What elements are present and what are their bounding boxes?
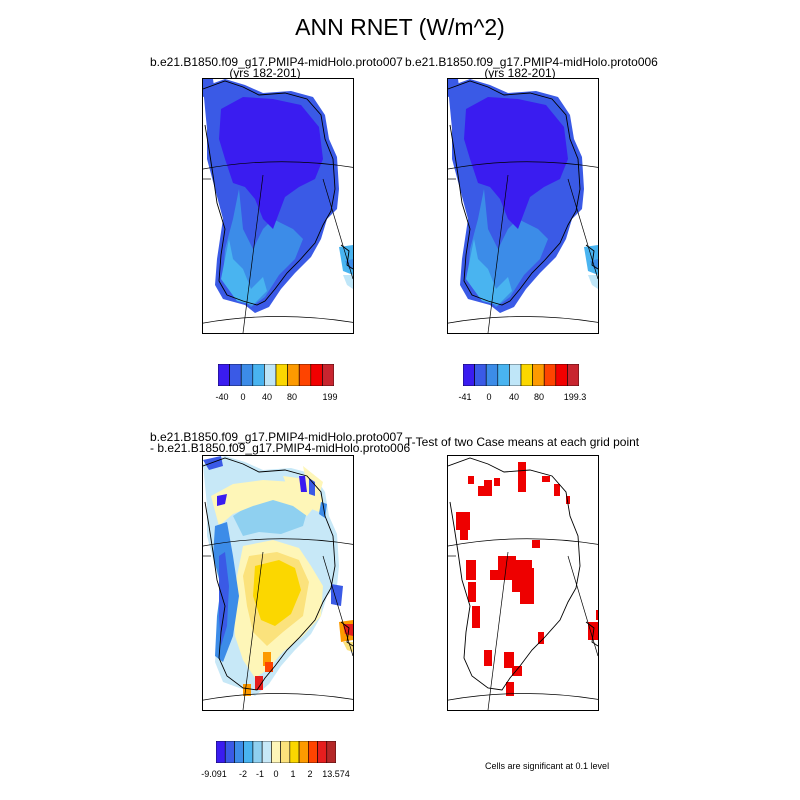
colorbar-label: 0: [273, 769, 279, 779]
colorbar-proto006: [463, 364, 579, 386]
colorbar-swatch: [252, 364, 265, 386]
colorbar-swatch: [280, 741, 291, 763]
colorbar-swatch: [234, 741, 244, 763]
colorbar-label: 80: [286, 392, 298, 402]
colorbar-swatch: [310, 364, 323, 386]
graticule: [203, 161, 353, 333]
colorbar-swatch: [229, 364, 242, 386]
colorbar-swatch: [261, 741, 272, 763]
colorbar-label: 2: [307, 769, 313, 779]
colorbar-swatch: [463, 364, 475, 386]
colorbar-label: 80: [533, 392, 545, 402]
colorbar-swatch: [240, 364, 254, 386]
significant-cells: [456, 462, 598, 696]
colorbar-label: -9.091: [201, 769, 227, 779]
panel-4-title: T-Test of two Case means at each grid po…: [405, 435, 640, 449]
field-blocks: [203, 79, 353, 313]
panel-3-title-line1: b.e21.B1850.f09_g17.PMIP4-midHolo.proto0…: [150, 430, 403, 444]
colorbar-swatch: [485, 364, 499, 386]
coastline: [203, 80, 353, 306]
colorbar-swatch: [497, 364, 510, 386]
map-panel-difference: [202, 455, 354, 711]
colorbar-swatch: [474, 364, 487, 386]
colorbar-swatch: [243, 741, 254, 763]
colorbar-swatch: [252, 741, 263, 763]
panel-1-title: b.e21.B1850.f09_g17.PMIP4-midHolo.proto0…: [150, 55, 403, 80]
graticule: [448, 538, 598, 710]
colorbar-label: 13.574: [322, 769, 350, 779]
colorbar-swatch: [543, 364, 557, 386]
colorbar-swatch: [298, 741, 309, 763]
colorbar-swatch: [218, 364, 230, 386]
field-blocks: [448, 79, 598, 313]
colorbar-swatch: [216, 741, 226, 763]
colorbar-label: -40: [215, 392, 229, 402]
map-panel-ttest: [447, 455, 599, 711]
colorbar-swatch: [224, 741, 235, 763]
colorbar-swatch: [275, 364, 288, 386]
panel-2-title-line2: (yrs 182-201): [484, 66, 556, 80]
colorbar-label: -2: [238, 769, 248, 779]
panel-1-title-line1: b.e21.B1850.f09_g17.PMIP4-midHolo.proto0…: [150, 55, 403, 69]
colorbar-swatch: [289, 741, 300, 763]
map-panel-proto007: [202, 78, 354, 334]
colorbar-swatch: [567, 364, 579, 386]
colorbar-swatch: [298, 364, 312, 386]
colorbar-difference: [216, 741, 336, 763]
panel-1-title-line2: (yrs 182-201): [229, 66, 301, 80]
figure-title: ANN RNET (W/m^2): [295, 14, 505, 40]
coastline: [448, 457, 598, 691]
graticule: [448, 161, 598, 333]
panel-2-title-line1: b.e21.B1850.f09_g17.PMIP4-midHolo.proto0…: [405, 55, 658, 69]
colorbar-label: -41: [458, 392, 472, 402]
colorbar-swatch: [509, 364, 522, 386]
colorbar-proto007: [218, 364, 334, 386]
field-blocks: [203, 456, 353, 696]
colorbar-difference-labels: -9.091 -2 -1 0 1 2 13.574: [201, 769, 350, 781]
panel-3-title: b.e21.B1850.f09_g17.PMIP4-midHolo.proto0…: [150, 430, 411, 455]
colorbar-proto006-labels: -41 0 40 80 199.3: [458, 392, 586, 404]
colorbar-swatch: [264, 364, 277, 386]
colorbar-swatch: [326, 741, 336, 763]
colorbar-label: 1: [290, 769, 296, 779]
colorbar-swatch: [271, 741, 281, 763]
colorbar-label: 0: [486, 392, 492, 402]
colorbar-swatch: [532, 364, 545, 386]
panel-4-title-line1: T-Test of two Case means at each grid po…: [405, 435, 640, 449]
colorbar-proto007-labels: -40 0 40 80 199: [215, 392, 338, 404]
colorbar-swatch: [317, 741, 328, 763]
graticule: [203, 538, 353, 710]
colorbar-label: -1: [255, 769, 265, 779]
colorbar-swatch: [308, 741, 318, 763]
colorbar-label: 40: [261, 392, 273, 402]
significance-note: Cells are significant at 0.1 level: [485, 761, 610, 771]
map-panel-proto006: [447, 78, 599, 334]
colorbar-label: 199: [322, 392, 338, 402]
colorbar-label: 40: [508, 392, 520, 402]
colorbar-swatch: [555, 364, 568, 386]
colorbar-label: 199.3: [563, 392, 587, 402]
colorbar-swatch: [520, 364, 533, 386]
colorbar-swatch: [287, 364, 300, 386]
panel-3-title-line2: - b.e21.B1850.f09_g17.PMIP4-midHolo.prot…: [150, 441, 411, 455]
coastline: [203, 457, 353, 691]
coastline: [448, 80, 598, 306]
colorbar-label: 0: [240, 392, 246, 402]
colorbar-swatch: [322, 364, 334, 386]
panel-2-title: b.e21.B1850.f09_g17.PMIP4-midHolo.proto0…: [405, 55, 658, 80]
